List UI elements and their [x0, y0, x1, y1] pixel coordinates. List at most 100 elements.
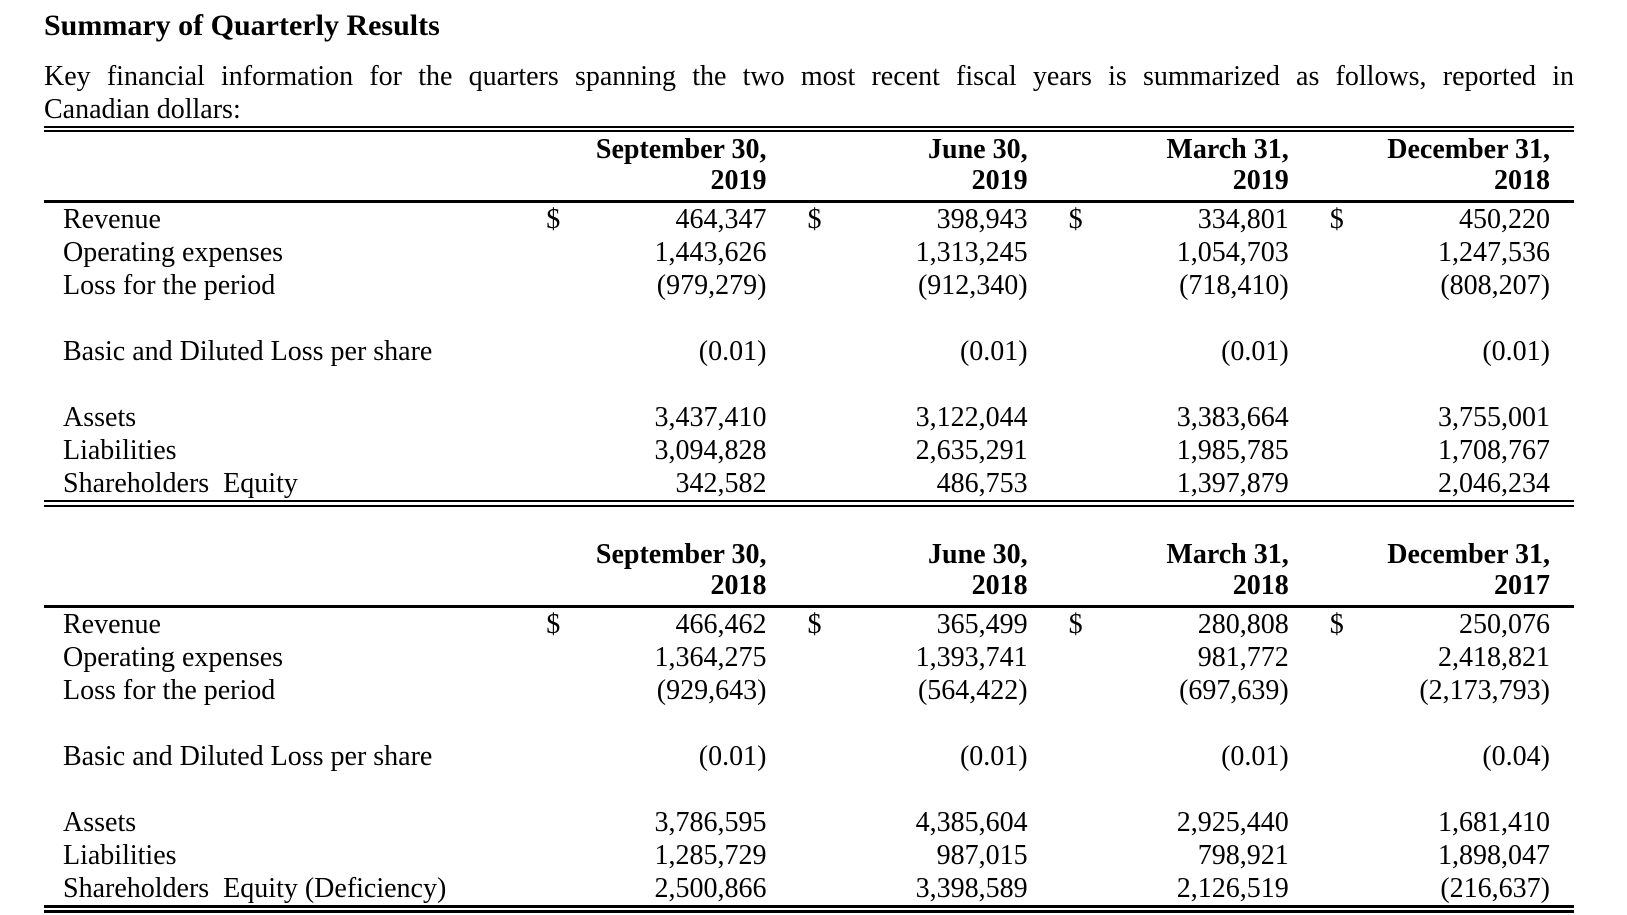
currency-symbol	[790, 740, 835, 773]
currency-symbol	[1052, 674, 1097, 707]
quarter-year-line: 2019	[710, 165, 767, 196]
cell-value: 3,437,410	[654, 402, 767, 433]
quarter-year-line: 2018	[1232, 570, 1289, 601]
currency-symbol	[529, 434, 574, 467]
cell-value: 3,398,589	[915, 873, 1028, 904]
cell-value: (0.01)	[1482, 336, 1550, 367]
cell-value: 3,122,044	[915, 402, 1028, 433]
table-row: Liabilities 1,285,729 987,015 798,921 1,898,…	[44, 839, 1574, 872]
currency-symbol	[790, 467, 835, 504]
cell-value: 3,786,595	[654, 807, 767, 838]
currency-symbol: $	[546, 609, 561, 640]
table-row: Shareholders Equity 342,582 486,753 1,397,8…	[44, 467, 1574, 504]
currency-symbol	[1052, 335, 1097, 368]
cell-value: 450,220	[1459, 204, 1550, 235]
cell-value: (0.01)	[1221, 741, 1289, 772]
currency-symbol	[1052, 872, 1097, 909]
quarter-date-line: December 31,	[1387, 539, 1550, 570]
currency-symbol	[1313, 872, 1358, 909]
currency-symbol	[1052, 806, 1097, 839]
currency-symbol	[1313, 806, 1358, 839]
currency-symbol	[790, 269, 835, 302]
currency-symbol	[529, 806, 574, 839]
quarter-year-line: 2019	[971, 165, 1028, 196]
currency-symbol	[1052, 467, 1097, 504]
row-label: Loss for the period	[63, 675, 276, 706]
quarter-year-line: 2018	[1494, 165, 1550, 196]
currency-symbol	[1052, 641, 1097, 674]
cell-value: 1,285,729	[654, 840, 767, 871]
cell-value: 3,383,664	[1176, 402, 1289, 433]
cell-value: 1,393,741	[915, 642, 1028, 673]
cell-value: 1,313,245	[915, 237, 1028, 268]
column-header-row: September 30, 2019 June 30, 2019 March 31, 20…	[44, 129, 1574, 203]
row-label-column-header	[44, 507, 530, 608]
currency-symbol: $	[1329, 204, 1344, 235]
currency-symbol: $	[1068, 204, 1083, 235]
cell-value: 1,443,626	[654, 237, 767, 268]
quarter-column-header: March 31, 2018	[1051, 507, 1313, 608]
currency-symbol: $	[1329, 609, 1344, 640]
currency-symbol	[790, 641, 835, 674]
table-row: Loss for the period (929,643) (564,422) (69…	[44, 674, 1574, 707]
spacer-cell	[44, 707, 1574, 740]
spacer-cell	[44, 302, 1574, 335]
row-label: Basic and Diluted Loss per share	[63, 336, 433, 367]
table-row: Assets 3,437,410 3,122,044 3,383,664 3,755,0…	[44, 401, 1574, 434]
currency-symbol	[1052, 434, 1097, 467]
currency-symbol: $	[807, 609, 822, 640]
cell-value: 1,898,047	[1438, 840, 1550, 871]
cell-value: 342,582	[675, 468, 767, 499]
currency-symbol	[529, 401, 574, 434]
currency-symbol	[1313, 434, 1358, 467]
quarter-column-header: June 30, 2019	[790, 129, 1052, 203]
currency-symbol	[1313, 335, 1358, 368]
cell-value: 250,076	[1459, 609, 1550, 640]
currency-symbol	[790, 335, 835, 368]
quarter-column-header: September 30, 2018	[529, 507, 791, 608]
cell-value: 987,015	[936, 840, 1028, 871]
quarter-column-header: June 30, 2018	[790, 507, 1052, 608]
currency-symbol	[529, 335, 574, 368]
row-label: Loss for the period	[63, 270, 276, 301]
currency-symbol	[1052, 269, 1097, 302]
currency-symbol	[790, 872, 835, 909]
currency-symbol	[529, 872, 574, 909]
cell-value: 334,801	[1197, 204, 1289, 235]
quarter-date-line: March 31,	[1166, 134, 1289, 165]
currency-symbol: $	[807, 204, 822, 235]
spacer-row	[44, 368, 1574, 401]
currency-symbol	[790, 674, 835, 707]
row-label: Operating expenses	[63, 642, 284, 673]
cell-value: 1,985,785	[1176, 435, 1289, 466]
spacer-cell	[44, 773, 1574, 806]
spacer-cell	[44, 368, 1574, 401]
cell-value: 1,397,879	[1176, 468, 1289, 499]
spacer-row	[44, 302, 1574, 335]
intro-paragraph: Key financial information for the quarte…	[44, 60, 1574, 126]
spacer-row	[44, 707, 1574, 740]
quarter-column-header: September 30, 2019	[529, 129, 791, 203]
currency-symbol	[1313, 674, 1358, 707]
cell-value: (929,643)	[656, 675, 767, 706]
cell-value: 1,364,275	[654, 642, 767, 673]
cell-value: 2,635,291	[915, 435, 1028, 466]
cell-value: 280,808	[1197, 609, 1289, 640]
currency-symbol	[1052, 401, 1097, 434]
row-label: Shareholders Equity (Deficiency)	[63, 873, 447, 904]
currency-symbol	[1313, 236, 1358, 269]
cell-value: (979,279)	[656, 270, 767, 301]
table-row: Operating expenses 1,364,275 1,393,741 981,…	[44, 641, 1574, 674]
currency-symbol	[790, 806, 835, 839]
currency-symbol	[790, 401, 835, 434]
currency-symbol	[1313, 839, 1358, 872]
table-row: Basic and Diluted Loss per share (0.01) (0…	[44, 740, 1574, 773]
row-label: Shareholders Equity	[63, 468, 298, 499]
cell-value: 4,385,604	[915, 807, 1028, 838]
currency-symbol	[790, 434, 835, 467]
quarterly-results-table-fy2018: September 30, 2018 June 30, 2018 March 31, 20…	[44, 507, 1574, 913]
quarter-year-line: 2018	[971, 570, 1028, 601]
currency-symbol	[529, 641, 574, 674]
cell-value: 798,921	[1197, 840, 1289, 871]
